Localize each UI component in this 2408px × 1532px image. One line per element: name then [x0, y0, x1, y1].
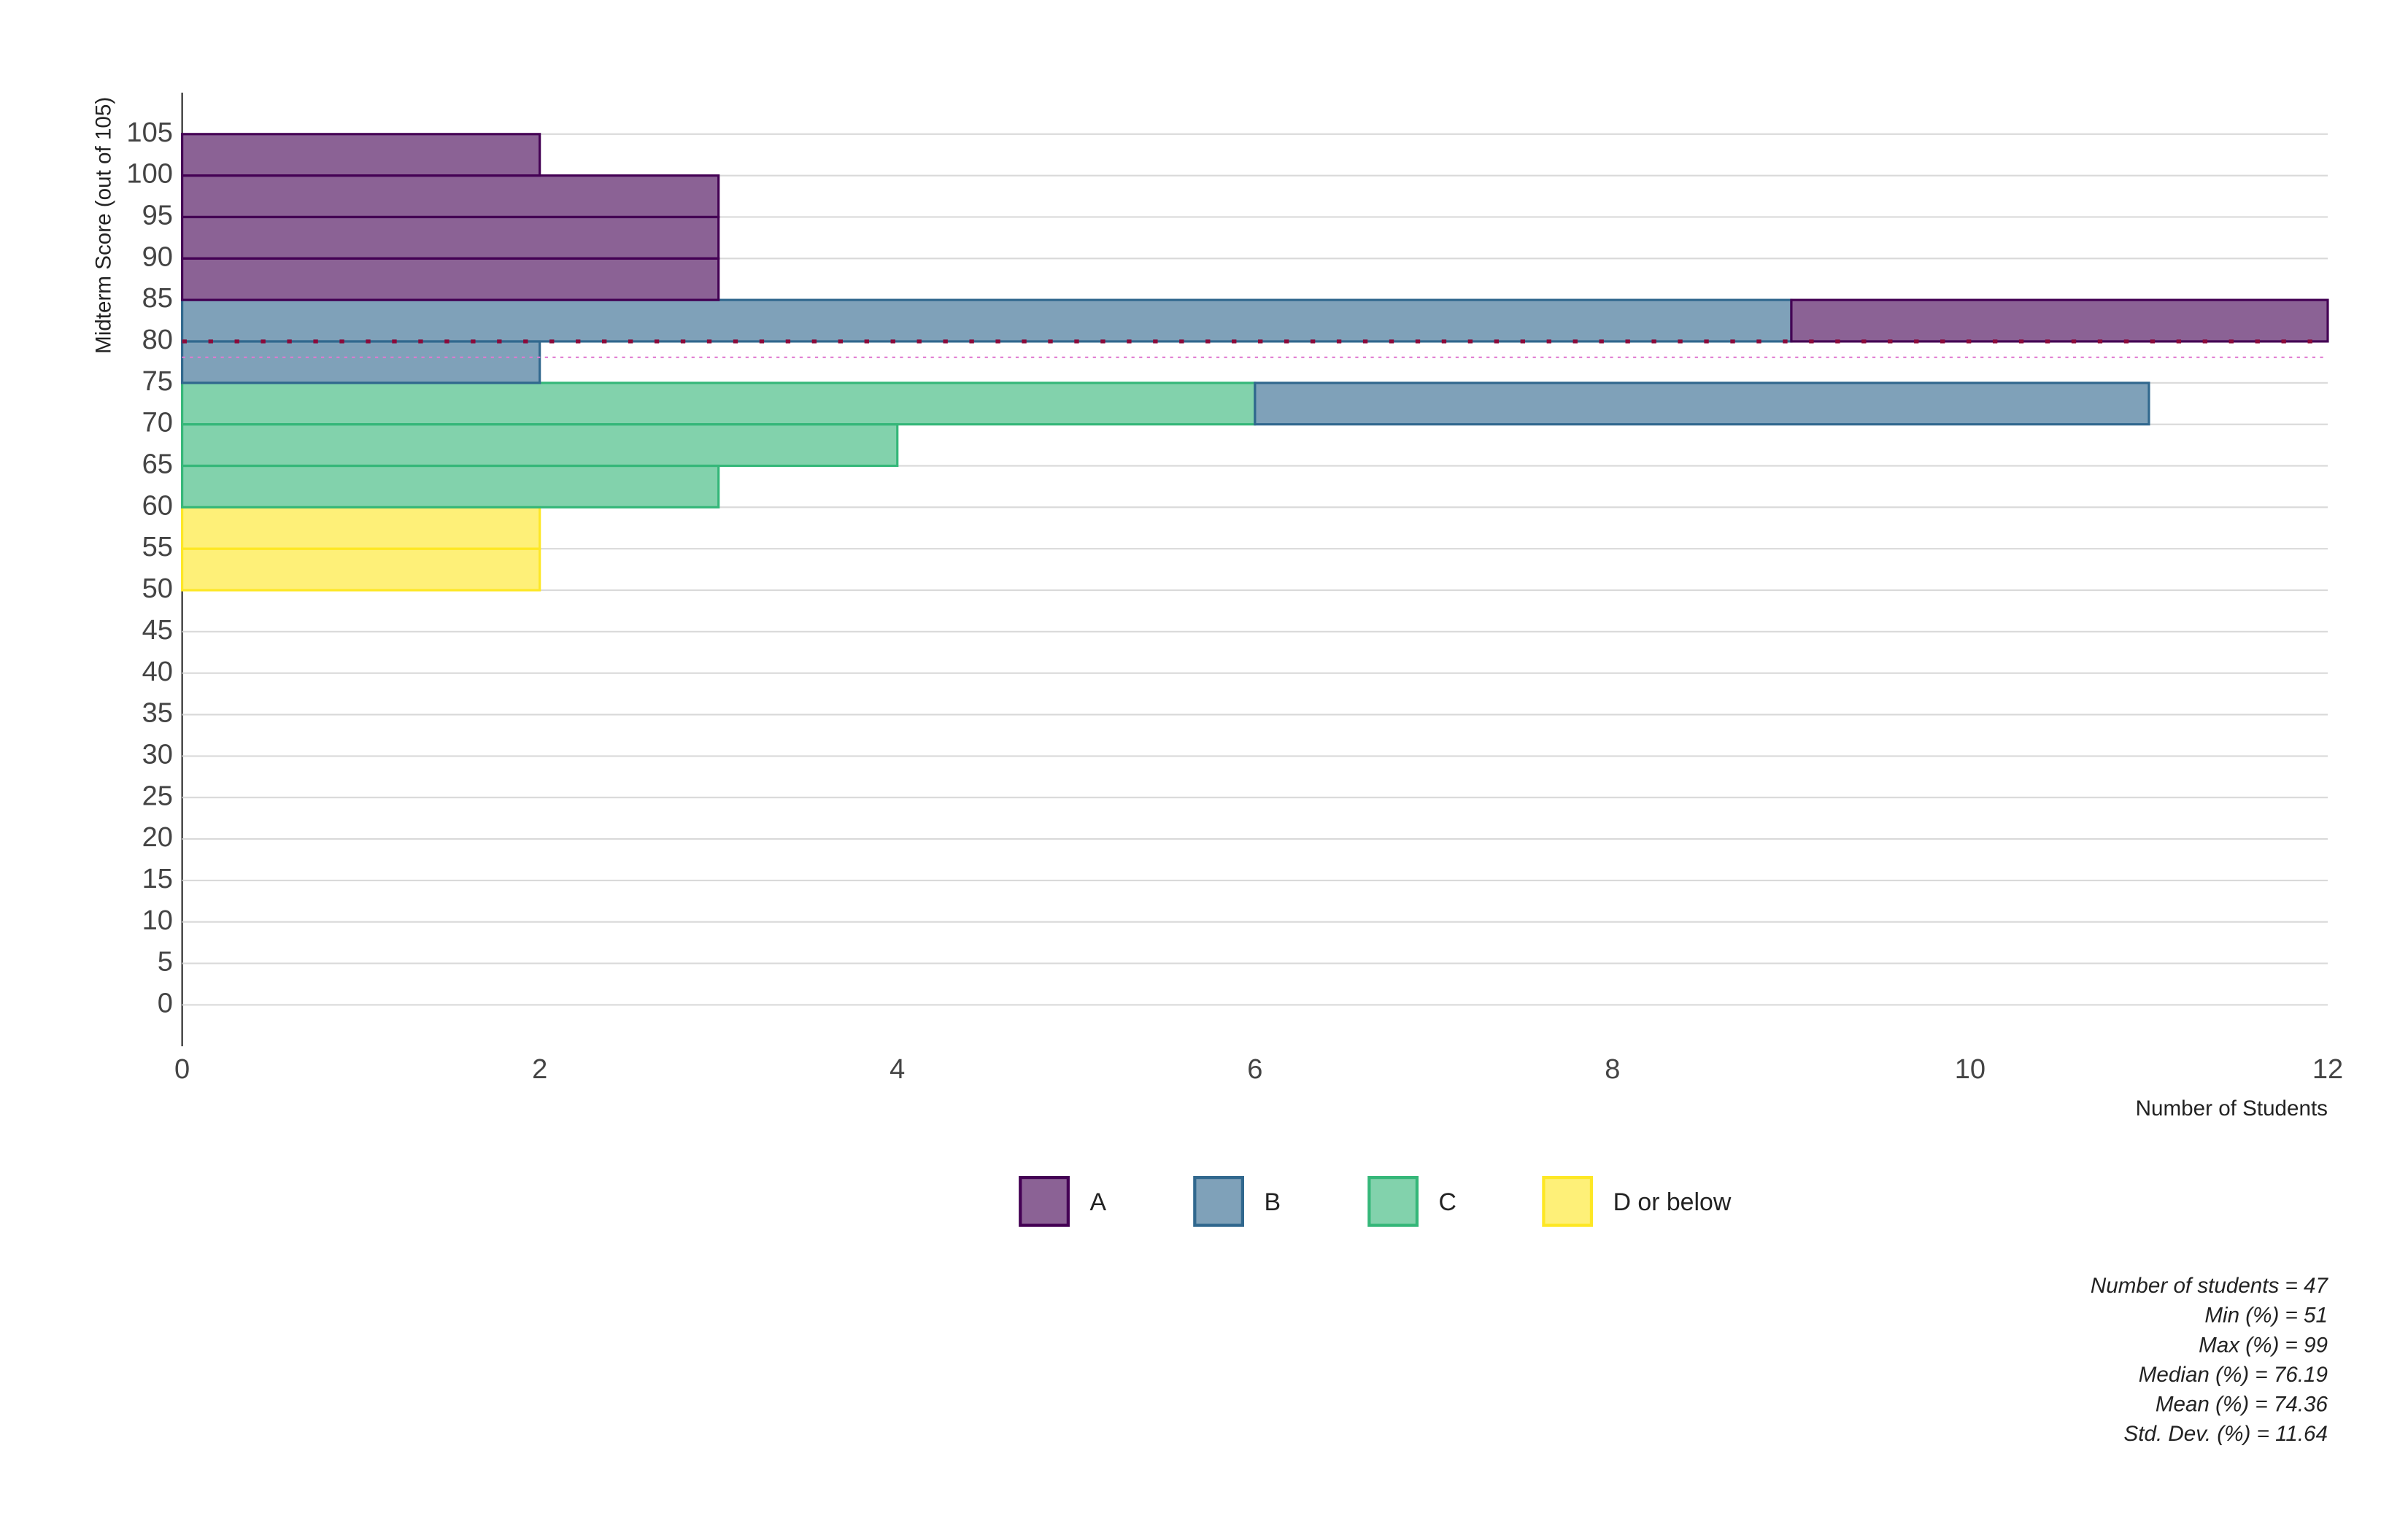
x-tick-label: 12 — [2312, 1054, 2343, 1085]
bar — [181, 506, 541, 550]
legend-label: D or below — [1613, 1188, 1732, 1216]
bar — [1254, 382, 2150, 426]
x-tick-label: 10 — [1955, 1054, 1986, 1085]
x-axis-label: Number of Students — [2136, 1096, 2328, 1121]
stat-line: Number of students = 47 — [2091, 1274, 2329, 1298]
y-tick-label: 0 — [158, 988, 173, 1018]
y-tick-label: 10 — [142, 905, 173, 936]
y-tick-label: 50 — [142, 573, 173, 604]
bar — [181, 547, 541, 592]
bar — [181, 464, 720, 508]
y-tick-label: 95 — [142, 201, 173, 231]
y-tick-label: 25 — [142, 781, 173, 811]
stat-line: Min (%) = 51 — [2204, 1304, 2328, 1328]
bar — [181, 298, 1793, 343]
stat-line: Mean (%) = 74.36 — [2156, 1393, 2328, 1417]
y-axis-label: Midterm Score (out of 105) — [92, 97, 116, 354]
y-tick-label: 100 — [126, 159, 173, 190]
bar — [181, 382, 1257, 426]
x-tick-label: 0 — [174, 1054, 190, 1085]
legend-swatch — [1367, 1175, 1419, 1227]
x-tick-label: 8 — [1605, 1054, 1620, 1085]
y-tick-label: 30 — [142, 739, 173, 770]
bar — [181, 215, 720, 260]
y-tick-label: 60 — [142, 490, 173, 521]
stat-line: Std. Dev. (%) = 11.64 — [2124, 1422, 2328, 1446]
legend-label: B — [1265, 1188, 1281, 1216]
y-tick-label: 40 — [142, 657, 173, 687]
bar — [181, 257, 720, 301]
y-tick-label: 80 — [142, 325, 173, 355]
x-tick-label: 6 — [1247, 1054, 1262, 1085]
y-tick-label: 90 — [142, 241, 173, 272]
y-tick-label: 105 — [126, 117, 173, 148]
y-tick-label: 85 — [142, 283, 173, 314]
y-tick-label: 20 — [142, 822, 173, 853]
y-tick-label: 5 — [158, 947, 173, 978]
bar — [181, 340, 541, 384]
stat-line: Max (%) = 99 — [2199, 1333, 2328, 1357]
y-tick-label: 65 — [142, 449, 173, 480]
y-tick-label: 35 — [142, 698, 173, 729]
y-tick-label: 70 — [142, 408, 173, 438]
x-tick-label: 4 — [890, 1054, 905, 1085]
legend-swatch — [1193, 1175, 1244, 1227]
x-tick-label: 2 — [532, 1054, 547, 1085]
y-tick-label: 15 — [142, 864, 173, 894]
bar — [181, 133, 541, 177]
y-tick-label: 75 — [142, 366, 173, 397]
y-tick-label: 55 — [142, 532, 173, 562]
legend-label: C — [1439, 1188, 1456, 1216]
y-tick-label: 45 — [142, 615, 173, 646]
bar — [181, 423, 899, 468]
legend-swatch — [1542, 1175, 1594, 1227]
bar — [1790, 298, 2329, 343]
legend-label: A — [1089, 1188, 1106, 1216]
bar — [181, 174, 720, 219]
legend-swatch — [1019, 1175, 1070, 1227]
stat-line: Median (%) = 76.19 — [2139, 1363, 2328, 1387]
